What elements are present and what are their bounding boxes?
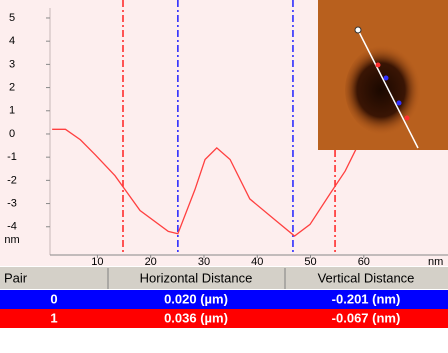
column-header[interactable]: Vertical Distance: [318, 270, 415, 285]
cell: 1: [50, 310, 57, 325]
cell: 0: [50, 291, 57, 306]
column-header[interactable]: Pair: [4, 270, 28, 285]
y-tick-label: 1: [9, 105, 15, 117]
y-tick-label: -4: [7, 221, 17, 233]
y-tick-label: 0: [9, 128, 15, 140]
inset-image: [318, 0, 448, 150]
y-tick-label: -2: [7, 174, 17, 186]
cell: 0.020 (µm): [164, 291, 228, 306]
y-tick-label: -3: [7, 197, 17, 209]
profile-window: 543210-1-2-3-4nm102030405060nm Pair Hori…: [0, 0, 448, 348]
column-header[interactable]: Horizontal Distance: [140, 270, 253, 285]
y-tick-label: 4: [9, 35, 15, 47]
cell: -0.201 (nm): [332, 291, 401, 306]
page: 543210-1-2-3-4nm102030405060nm Pair Hori…: [0, 0, 448, 348]
y-tick-label: -1: [7, 151, 17, 163]
y-tick-label: 3: [9, 58, 15, 70]
x-unit: nm: [428, 256, 443, 268]
cell: 0.036 (µm): [164, 310, 228, 325]
cell: -0.067 (nm): [332, 310, 401, 325]
y-tick-label: 5: [9, 12, 15, 24]
y-unit: nm: [4, 234, 19, 246]
y-tick-label: 2: [9, 81, 15, 93]
